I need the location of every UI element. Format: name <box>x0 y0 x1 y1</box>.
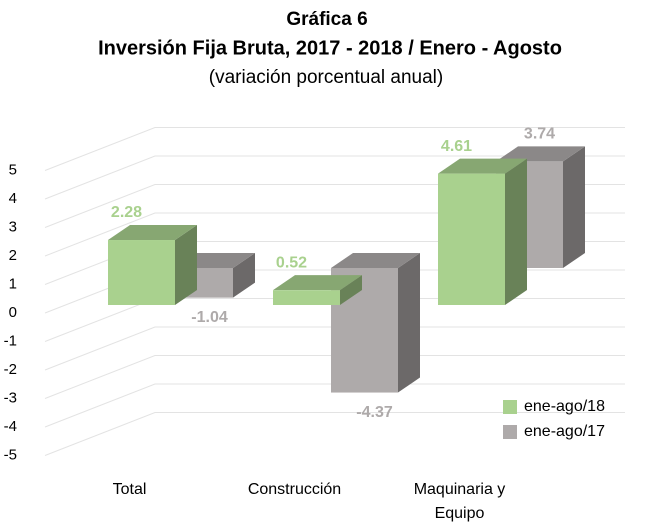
bar-side <box>563 146 585 268</box>
bar-side <box>505 158 527 305</box>
grid-line <box>44 355 625 399</box>
data-label: 4.61 <box>441 138 472 155</box>
bar-front <box>438 173 505 305</box>
grid-line <box>44 155 625 200</box>
y-tick-label: -4 <box>4 418 17 435</box>
y-tick-label: 0 <box>9 304 17 321</box>
grid-line <box>44 326 625 371</box>
grid-line <box>44 412 625 456</box>
bar-top <box>438 158 527 174</box>
chart-subtitle: Inversión Fija Bruta, 2017 - 2018 / Ener… <box>98 37 562 59</box>
y-tick-label: 1 <box>9 275 17 292</box>
bar-front <box>108 240 175 305</box>
legend-swatch <box>503 425 517 439</box>
y-tick-label: 5 <box>9 161 17 178</box>
x-tick-label: Total <box>113 481 147 498</box>
bar-top <box>273 275 362 291</box>
data-label: 2.28 <box>111 204 142 221</box>
y-tick-label: 3 <box>9 218 17 235</box>
bar-top <box>331 253 420 268</box>
bar-top <box>108 225 197 241</box>
legend-label: ene-ago/17 <box>524 423 605 440</box>
data-label: 0.52 <box>276 254 307 271</box>
bar <box>331 253 420 393</box>
bar <box>108 225 197 305</box>
bar-side <box>233 253 255 298</box>
data-label: 3.74 <box>524 126 555 143</box>
y-tick-label: -5 <box>4 446 17 463</box>
chart-title: Gráfica 6 <box>286 9 367 30</box>
bar <box>273 275 362 305</box>
bar-side <box>340 275 362 305</box>
chart-note: (variación porcentual anual) <box>209 67 443 88</box>
grid-line <box>44 383 625 428</box>
legend-label: ene-ago/18 <box>524 398 605 415</box>
bar-front <box>273 290 340 305</box>
y-tick-label: -1 <box>4 332 17 349</box>
grid-line <box>44 127 625 171</box>
bar-side <box>175 225 197 305</box>
legend-swatch <box>503 400 517 414</box>
bar-top <box>496 146 585 162</box>
bar <box>438 158 527 305</box>
x-tick-label: Maquinaria y Equipo <box>414 481 506 522</box>
y-tick-label: -3 <box>4 389 17 406</box>
data-label: -4.37 <box>356 404 393 421</box>
y-tick-label: 4 <box>9 190 17 207</box>
y-tick-label: 2 <box>9 247 17 264</box>
bar-side <box>398 253 420 393</box>
y-tick-label: -2 <box>4 361 17 378</box>
x-tick-label: Construcción <box>248 481 341 498</box>
data-label: -1.04 <box>191 309 228 326</box>
